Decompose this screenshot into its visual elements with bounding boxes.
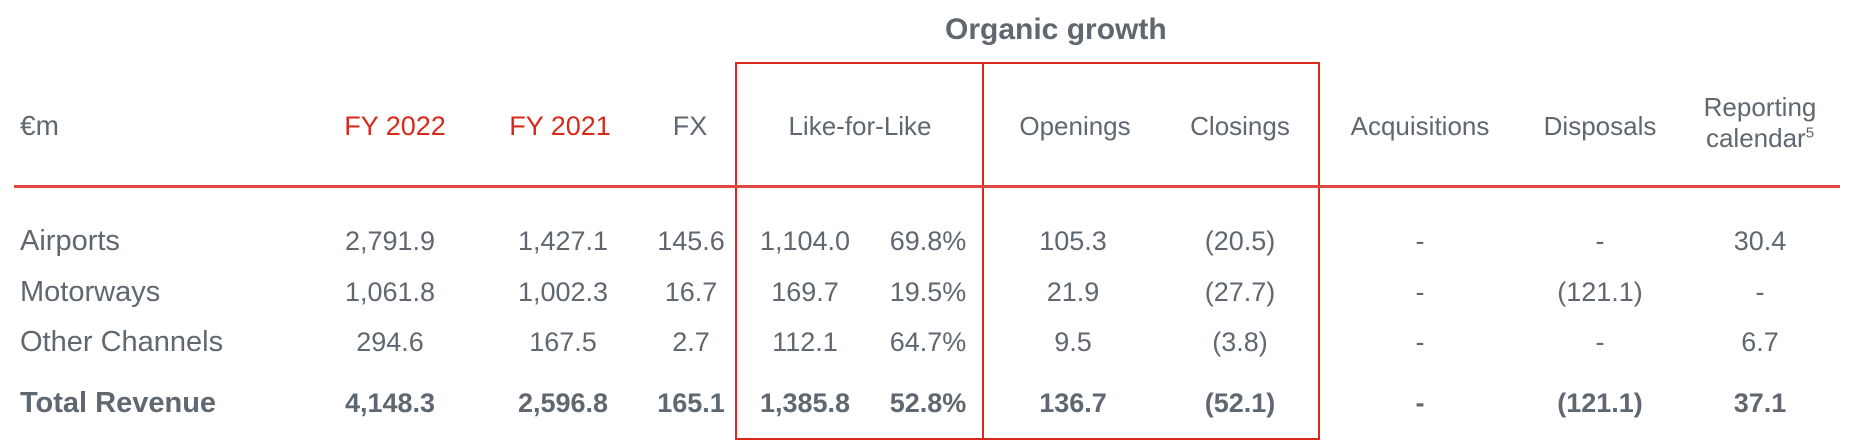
row-label: Motorways [20, 276, 161, 308]
table-cell: 112.1 [772, 327, 838, 357]
table-cell: (3.8) [1212, 327, 1268, 357]
table-cell: (121.1) [1557, 277, 1643, 307]
table-cell: 1,104.0 [759, 226, 851, 256]
table-cell: 37.1 [1733, 388, 1787, 418]
calendar-label: calendar [1705, 123, 1806, 153]
table-cell: 16.7 [664, 277, 718, 307]
table-cell: 2,791.9 [344, 226, 436, 256]
row-label: Airports [20, 225, 120, 257]
table-cell: (27.7) [1204, 277, 1276, 307]
reporting-label: Reporting [1703, 92, 1817, 122]
table-cell: 167.5 [529, 327, 597, 357]
col-openings-header: Openings [1019, 111, 1131, 141]
col-reporting-calendar-header: Reporting calendar5 [1690, 92, 1830, 154]
table-cell: 2.7 [672, 327, 710, 357]
table-cell: 1,427.1 [517, 226, 609, 256]
table-cell: 2,596.8 [517, 388, 609, 418]
table-cell: 169.7 [771, 277, 839, 307]
table-cell: 1,002.3 [517, 277, 609, 307]
table-cell: - [1415, 388, 1425, 418]
col-fy2021-header: FY 2021 [509, 111, 611, 141]
table-cell: 1,385.8 [759, 388, 851, 418]
table-cell: - [1755, 277, 1765, 307]
table-cell: 6.7 [1741, 327, 1779, 357]
col-fx-header: FX [672, 111, 708, 141]
table-cell: - [1415, 277, 1425, 307]
header-divider [14, 185, 1840, 188]
table-cell: 64.7% [889, 327, 967, 357]
table-cell: (121.1) [1557, 388, 1643, 418]
table-cell: 52.8% [889, 388, 967, 418]
table-cell: 9.5 [1054, 327, 1092, 357]
table-cell: 1,061.8 [344, 277, 436, 307]
table-cell: 145.6 [657, 226, 725, 256]
table-cell: 165.1 [657, 388, 725, 418]
table-cell: - [1415, 226, 1425, 256]
table-cell: - [1415, 327, 1425, 357]
col-acquisitions-header: Acquisitions [1350, 111, 1490, 141]
col-disposals-header: Disposals [1543, 111, 1657, 141]
row-label: Other Channels [20, 326, 224, 358]
col-closings-header: Closings [1190, 111, 1290, 141]
table-cell: - [1595, 226, 1605, 256]
table-cell: (52.1) [1204, 388, 1276, 418]
table-cell: 105.3 [1039, 226, 1107, 256]
table-cell: 19.5% [889, 277, 967, 307]
footnote-mark: 5 [1805, 124, 1815, 142]
openings-closings-box [982, 62, 1320, 440]
table-cell: 294.6 [356, 327, 424, 357]
table-cell: 136.7 [1039, 388, 1107, 418]
organic-growth-title: Organic growth [945, 13, 1167, 46]
row-label: Total Revenue [20, 387, 217, 419]
table-cell: 4,148.3 [344, 388, 436, 418]
table-cell: 30.4 [1733, 226, 1787, 256]
table-cell: 69.8% [889, 226, 967, 256]
col-fy2022-header: FY 2022 [344, 111, 446, 141]
calendar-label-line: calendar5 [1690, 123, 1830, 154]
col-like-for-like-header: Like-for-Like [788, 111, 932, 141]
table-cell: - [1595, 327, 1605, 357]
unit-header: €m [20, 110, 59, 141]
table-cell: 21.9 [1046, 277, 1100, 307]
table-cell: (20.5) [1204, 226, 1276, 256]
